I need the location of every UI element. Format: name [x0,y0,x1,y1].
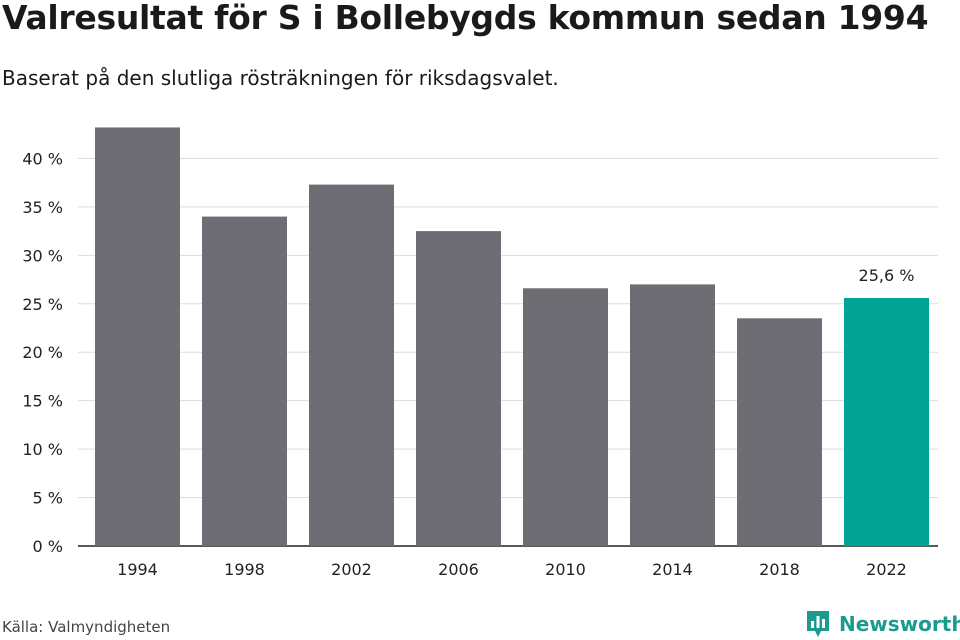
x-tick-label: 2010 [545,560,586,579]
y-tick-label: 25 % [22,295,63,314]
y-tick-label: 30 % [22,246,63,265]
x-tick-label: 2014 [652,560,693,579]
y-tick-label: 15 % [22,392,63,411]
bar-chart: 0 % 5 % 10 % 15 % 20 % 25 % 30 % 35 % 40 % 1994 19… [22,127,938,579]
bar-1998 [202,216,287,547]
y-tick-label: 10 % [22,440,63,459]
bar-2010 [523,288,608,546]
x-tick-label: 2018 [759,560,800,579]
bar-2014 [630,284,715,546]
y-tick-label: 0 % [33,537,63,556]
newsworthy-logo-icon [807,611,829,637]
labels: 0 % 5 % 10 % 15 % 20 % 25 % 30 % 35 % 40 % 1994 19… [22,149,914,579]
bar-2002 [309,184,394,547]
x-tick-label: 1994 [117,560,158,579]
x-tick-label: 1998 [224,560,265,579]
data-label: 25,6 % [859,266,915,285]
bar-2022 [844,297,929,546]
brand-logo: Newsworthy [805,609,960,639]
x-tick-label: 2002 [331,560,372,579]
x-tick-label: 2022 [866,560,907,579]
x-tick-label: 2006 [438,560,479,579]
bar-2018 [737,318,822,546]
bar-2006 [416,231,501,546]
chart-subtitle: Baserat på den slutliga rösträkningen fö… [2,66,559,90]
y-tick-label: 40 % [22,149,63,168]
y-tick-label: 20 % [22,343,63,362]
source-note: Källa: Valmyndigheten [2,618,171,636]
bar-1994 [95,127,180,546]
chart-title: Valresultat för S i Bollebygds kommun se… [2,0,929,37]
bars [95,127,929,547]
y-tick-label: 5 % [33,489,63,508]
brand-name: Newsworthy [839,612,960,636]
y-tick-label: 35 % [22,198,63,217]
